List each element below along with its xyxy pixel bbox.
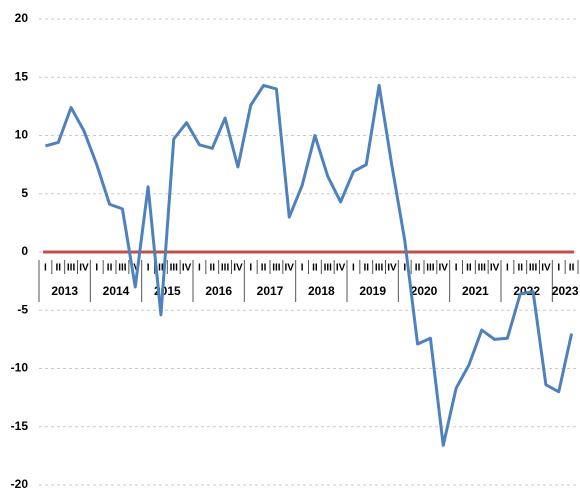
y-tick-label: 5 (21, 186, 28, 200)
x-tick-label: I (301, 263, 304, 274)
x-tick-label: I (44, 263, 47, 274)
x-tick-label: II (209, 263, 215, 274)
line (45, 83, 574, 447)
x-tick-label: IV (336, 263, 346, 274)
y-tick-label: -15 (11, 419, 29, 433)
x-tick-label: III (272, 263, 281, 274)
x-group-label: 2023 (552, 284, 579, 298)
x-tick-label: II (517, 263, 523, 274)
x-tick-label: I (506, 263, 509, 274)
x-tick-label: II (55, 263, 61, 274)
x-tick-label: III (478, 263, 487, 274)
x-tick-label: II (107, 263, 113, 274)
x-group-label: 2014 (103, 284, 130, 298)
x-tick-label: I (557, 263, 560, 274)
x-tick-label: IV (285, 263, 295, 274)
x-tick-label: II (158, 263, 164, 274)
x-tick-label: II (569, 263, 575, 274)
x-tick-label: I (198, 263, 201, 274)
x-tick-label: I (455, 263, 458, 274)
x-group-label: 2013 (51, 284, 78, 298)
x-tick-label: IV (387, 263, 397, 274)
y-tick-label: 10 (15, 128, 29, 142)
x-tick-label: IV (439, 263, 449, 274)
x-group-label: 2022 (513, 284, 540, 298)
x-tick-label: III (426, 263, 435, 274)
y-tick-label: 15 (15, 69, 29, 83)
x-tick-label: I (403, 263, 406, 274)
x-group-label: 2019 (359, 284, 386, 298)
x-tick-label: III (221, 263, 230, 274)
x-group-label: 2017 (257, 284, 284, 298)
x-tick-label: IV (79, 263, 89, 274)
x-tick-label: II (261, 263, 267, 274)
x-tick-label: II (312, 263, 318, 274)
x-tick-label: I (95, 263, 98, 274)
x-group-label: 2018 (308, 284, 335, 298)
x-tick-label: II (415, 263, 421, 274)
x-tick-label: I (147, 263, 150, 274)
x-tick-label: IV (182, 263, 192, 274)
x-tick-label: III (375, 263, 384, 274)
x-tick-label: III (67, 263, 76, 274)
y-tick-label: -10 (11, 361, 29, 375)
x-tick-label: II (363, 263, 369, 274)
x-tick-label: III (529, 263, 538, 274)
x-tick-label: IV (233, 263, 243, 274)
x-tick-label: III (170, 263, 179, 274)
y-tick-label: -20 (11, 477, 29, 491)
x-group-label: 2021 (462, 284, 489, 298)
x-tick-label: IV (131, 263, 141, 274)
y-tick-label: -5 (17, 302, 28, 316)
x-tick-label: III (118, 263, 127, 274)
y-tick-label: 0 (21, 244, 28, 258)
x-tick-label: IV (541, 263, 551, 274)
x-tick-label: I (249, 263, 252, 274)
x-tick-label: II (466, 263, 472, 274)
x-group-label: 2020 (411, 284, 438, 298)
x-group-label: 2016 (205, 284, 232, 298)
x-group-label: 2015 (154, 284, 181, 298)
y-tick-label: 20 (15, 11, 29, 25)
x-tick-label: I (352, 263, 355, 274)
x-tick-label: IV (490, 263, 500, 274)
x-tick-label: III (324, 263, 333, 274)
